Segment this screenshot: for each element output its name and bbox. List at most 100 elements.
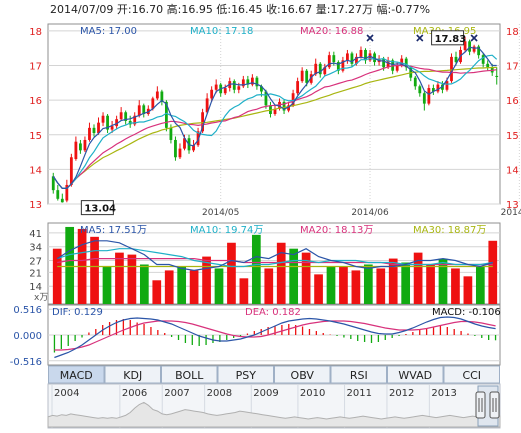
right-handle-body[interactable]	[489, 391, 500, 419]
candle-body	[51, 176, 55, 191]
volume-unit-label: x万	[34, 293, 48, 303]
tab-wvad[interactable]: WVAD	[387, 365, 444, 384]
tab-cci[interactable]: CCI	[443, 365, 500, 384]
volume-bar	[289, 248, 299, 304]
candle-body	[192, 145, 195, 151]
candle-body	[364, 49, 367, 61]
candle-body	[169, 127, 173, 140]
price-legend-ma20: MA20: 16.88	[300, 26, 363, 37]
tab-background[interactable]	[217, 365, 274, 384]
volume-bar	[451, 268, 460, 304]
volume-legend-ma30: MA30: 18.87万	[413, 225, 486, 236]
header-open: 16.70	[132, 3, 164, 16]
overview-year-label: 2004	[54, 388, 79, 399]
tab-background[interactable]	[48, 365, 105, 384]
tab-label[interactable]: RSI	[350, 369, 368, 382]
tab-background[interactable]	[161, 365, 218, 384]
candle-body	[83, 139, 87, 151]
volume-bar	[363, 264, 373, 304]
tab-kdj[interactable]: KDJ	[104, 365, 161, 384]
price-ytick-left: 14	[29, 165, 42, 176]
macd-legend: DIF: 0.129 DEA: 0.182 MACD: -0.106	[52, 307, 501, 318]
macd-ytick: -0.516	[10, 357, 42, 368]
candle-body	[133, 115, 137, 125]
tab-label[interactable]: BOLL	[175, 369, 204, 382]
volume-bar	[351, 270, 361, 304]
macd-legend-item: MACD: -0.106	[432, 307, 501, 318]
overview-year-label: 2011	[347, 388, 372, 399]
volume-bar	[388, 258, 398, 304]
volume-bar	[152, 280, 162, 304]
candle-body	[174, 139, 177, 158]
candle-body	[69, 157, 73, 185]
volume-bar	[177, 266, 187, 304]
candle-body	[486, 63, 490, 68]
price-yticks-right: 18 17 16 15 14 13	[506, 27, 519, 211]
tab-background[interactable]	[104, 365, 161, 384]
volume-ma-lines	[56, 240, 493, 272]
volume-bar	[401, 262, 411, 304]
volume-bar	[139, 264, 149, 304]
volume-bar	[438, 258, 448, 304]
tab-background[interactable]	[330, 365, 387, 384]
volume-legend-ma10: MA10: 19.74万	[190, 225, 263, 236]
candle-body	[336, 62, 340, 71]
price-yticks-left: 18 17 16 15 14 13	[29, 27, 42, 211]
candle-body	[436, 84, 440, 92]
header-high-label: 高:	[167, 2, 182, 16]
header-chg: -0.77%	[391, 3, 430, 16]
candle-body	[260, 86, 263, 92]
overview-year-label: 2007	[164, 388, 189, 399]
tab-background[interactable]	[387, 365, 444, 384]
tab-rsi[interactable]: RSI	[330, 365, 387, 384]
overview-right-handle[interactable]	[489, 391, 500, 419]
header-date: 2014/07/09	[50, 3, 113, 16]
candle-body	[264, 91, 268, 106]
volume-bar	[115, 252, 124, 304]
tab-background[interactable]	[274, 365, 331, 384]
volume-bar	[164, 270, 174, 304]
volume-ytick: 14	[29, 282, 42, 293]
tab-boll[interactable]: BOLL	[161, 365, 218, 384]
tab-label[interactable]: PSY	[236, 369, 257, 382]
macd-dea-line	[54, 320, 496, 351]
overview-year-label: 2009	[253, 388, 278, 399]
candle-body	[300, 70, 304, 82]
volume-bar	[475, 266, 485, 304]
candle-body	[97, 122, 100, 134]
volume-ytick: 34	[29, 243, 42, 254]
candle-body	[237, 86, 241, 90]
volume-bar	[488, 240, 498, 304]
tab-macd[interactable]: MACD	[48, 365, 105, 384]
volume-legend-ma20: MA20: 18.13万	[300, 225, 373, 236]
tab-psy[interactable]: PSY	[217, 365, 274, 384]
header-low: 16.45	[231, 3, 263, 16]
tab-label[interactable]: MACD	[60, 369, 93, 382]
volume-bar	[251, 234, 261, 304]
candle-body	[56, 190, 60, 199]
tab-background[interactable]	[443, 365, 500, 384]
tab-obv[interactable]: OBV	[274, 365, 331, 384]
volume-ma5-line	[56, 240, 493, 272]
candle-body	[60, 198, 64, 203]
macd-histogram	[53, 319, 497, 353]
candle-body	[314, 63, 318, 75]
tab-label[interactable]: WVAD	[398, 369, 432, 382]
candle-body	[282, 101, 286, 111]
candle-body	[404, 58, 408, 68]
candle-body	[137, 105, 141, 116]
tab-label[interactable]: CCI	[462, 369, 481, 382]
max-price-label: 17.83	[435, 34, 467, 45]
left-handle-body[interactable]	[475, 391, 486, 419]
price-ytick-right: 15	[506, 131, 519, 142]
tab-label[interactable]: OBV	[291, 369, 315, 382]
price-ytick-left: 18	[29, 27, 42, 38]
tab-label[interactable]: KDJ	[123, 369, 142, 382]
overview-left-handle[interactable]	[475, 391, 486, 419]
candle-body	[450, 56, 453, 82]
volume-bar	[276, 242, 286, 304]
volume-bar	[376, 268, 386, 304]
candle-body	[472, 46, 476, 52]
price-xtick-label: 2014/05	[202, 208, 239, 218]
price-panel: 18 17 16 15 14 13 18 17 16 15 14 13 MA5: 17.00 MA10…	[29, 23, 521, 218]
